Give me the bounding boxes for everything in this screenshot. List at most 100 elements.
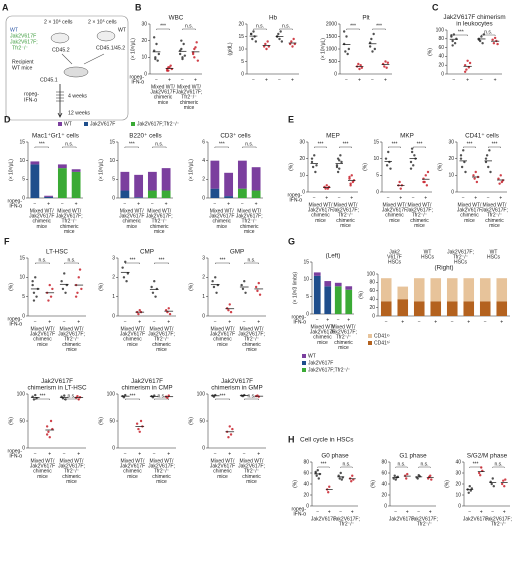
data-point: [480, 35, 483, 38]
bar-segment: [44, 196, 54, 198]
bar-segment: [237, 188, 247, 198]
y-tick-label: 0: [458, 503, 461, 509]
significance-bracket: [34, 146, 49, 148]
bar-segment: [413, 301, 425, 316]
data-point: [122, 276, 126, 279]
significance-bracket: [413, 146, 426, 148]
group-label: Jak2V617F;: [447, 249, 474, 255]
timeline-arrow: [57, 112, 63, 118]
y-tick-label: 10: [109, 158, 115, 164]
bar-segment: [44, 195, 54, 197]
data-point: [459, 154, 463, 157]
donor-mouse: [96, 30, 116, 42]
significance-bracket: [35, 398, 50, 400]
y-tick-label: 6: [202, 139, 205, 145]
chart-title: Jak2V617F: [131, 378, 163, 385]
data-point: [74, 295, 78, 298]
x-tick-label: +: [167, 319, 170, 325]
data-point: [479, 474, 482, 477]
y-tick-label: 50: [199, 418, 205, 424]
y-tick-label: 0: [241, 71, 244, 77]
y-tick-label: 3: [112, 255, 115, 261]
data-point: [76, 291, 79, 294]
group-label: Mixed WT/: [150, 458, 175, 464]
data-point: [336, 170, 340, 174]
group-label: mice: [126, 224, 137, 230]
data-point: [452, 33, 456, 36]
group-label: Mixed WT/: [237, 208, 262, 214]
group-label: Tfr2⁻/⁻: [244, 469, 260, 475]
row-label: ropeg-: [8, 316, 23, 322]
bar-segment: [120, 171, 130, 191]
x-tick-label: −: [241, 201, 244, 207]
significance-bracket: [244, 262, 259, 264]
x-tick-label: +: [228, 319, 231, 325]
significance-label: ***: [343, 141, 349, 147]
group-label: WT: [424, 249, 432, 255]
data-point: [243, 280, 246, 283]
arrow: [61, 53, 105, 65]
group-label: chimeric: [60, 224, 79, 230]
panel-label: F: [4, 236, 10, 246]
data-point: [338, 477, 341, 480]
x-tick-label: −: [452, 77, 455, 83]
group-label: Mixed WT/: [211, 458, 236, 464]
data-point: [231, 427, 234, 431]
x-tick-label: −: [418, 319, 421, 325]
data-point: [256, 289, 259, 293]
data-point: [227, 309, 230, 312]
data-point: [77, 276, 80, 279]
data-point: [475, 180, 479, 184]
legend-label: CD41ˡᵒ: [374, 333, 390, 339]
data-point: [451, 44, 454, 47]
x-tick-label: −: [61, 201, 64, 207]
significance-label: ***: [220, 257, 226, 263]
legend-swatch: [368, 334, 372, 338]
legend-label: Jak2V617F;Tfr2⁻/⁻: [137, 121, 180, 127]
significance-bracket: [463, 146, 476, 148]
group-label: mice: [317, 340, 328, 346]
data-point: [228, 425, 231, 428]
significance-label: n.s.: [282, 23, 290, 29]
data-point: [342, 42, 346, 46]
data-point: [49, 295, 53, 298]
significance-label: n.s.: [420, 461, 428, 467]
x-tick-label: −: [213, 201, 216, 207]
significance-bracket: [346, 28, 360, 30]
x-tick-label: +: [500, 319, 503, 325]
group-label: Jak2V617F;: [148, 464, 175, 470]
data-point: [484, 157, 488, 160]
significance-bracket: [124, 146, 139, 148]
data-point: [385, 164, 389, 167]
y-tick-label: 40: [369, 297, 375, 303]
y-tick-label: 0: [22, 195, 25, 201]
y-axis-label: (%): [8, 417, 14, 425]
significance-bracket: [395, 466, 408, 468]
data-point: [45, 433, 49, 436]
chart-title: (Left): [326, 253, 341, 260]
x-tick-label: +: [347, 317, 350, 323]
legend-swatch: [302, 361, 306, 365]
data-point: [339, 471, 342, 475]
x-tick-label: +: [350, 195, 353, 201]
data-point: [60, 280, 63, 283]
group-label: mice: [127, 474, 138, 480]
y-tick-label: 20: [448, 156, 454, 162]
chart-title: chimerism in GMP: [211, 385, 262, 392]
group-label: Jak2: [389, 249, 400, 255]
y-tick-label: 0: [306, 503, 309, 509]
recipient-mice: [63, 66, 89, 78]
y-axis-label: (%): [444, 480, 450, 488]
group-label: Mixed WT/: [334, 202, 359, 208]
group-label: Tfr2⁻/⁻: [241, 219, 257, 225]
bar-segment: [324, 281, 332, 287]
y-axis-label: (%): [292, 480, 298, 488]
group-label: HSCs: [421, 255, 435, 261]
x-tick-label: +: [265, 77, 268, 83]
x-tick-label: −: [243, 451, 246, 457]
significance-label: ***: [417, 141, 423, 147]
data-point: [51, 287, 54, 291]
data-point: [468, 61, 472, 65]
significance-bracket: [339, 146, 352, 148]
data-point: [335, 165, 339, 169]
